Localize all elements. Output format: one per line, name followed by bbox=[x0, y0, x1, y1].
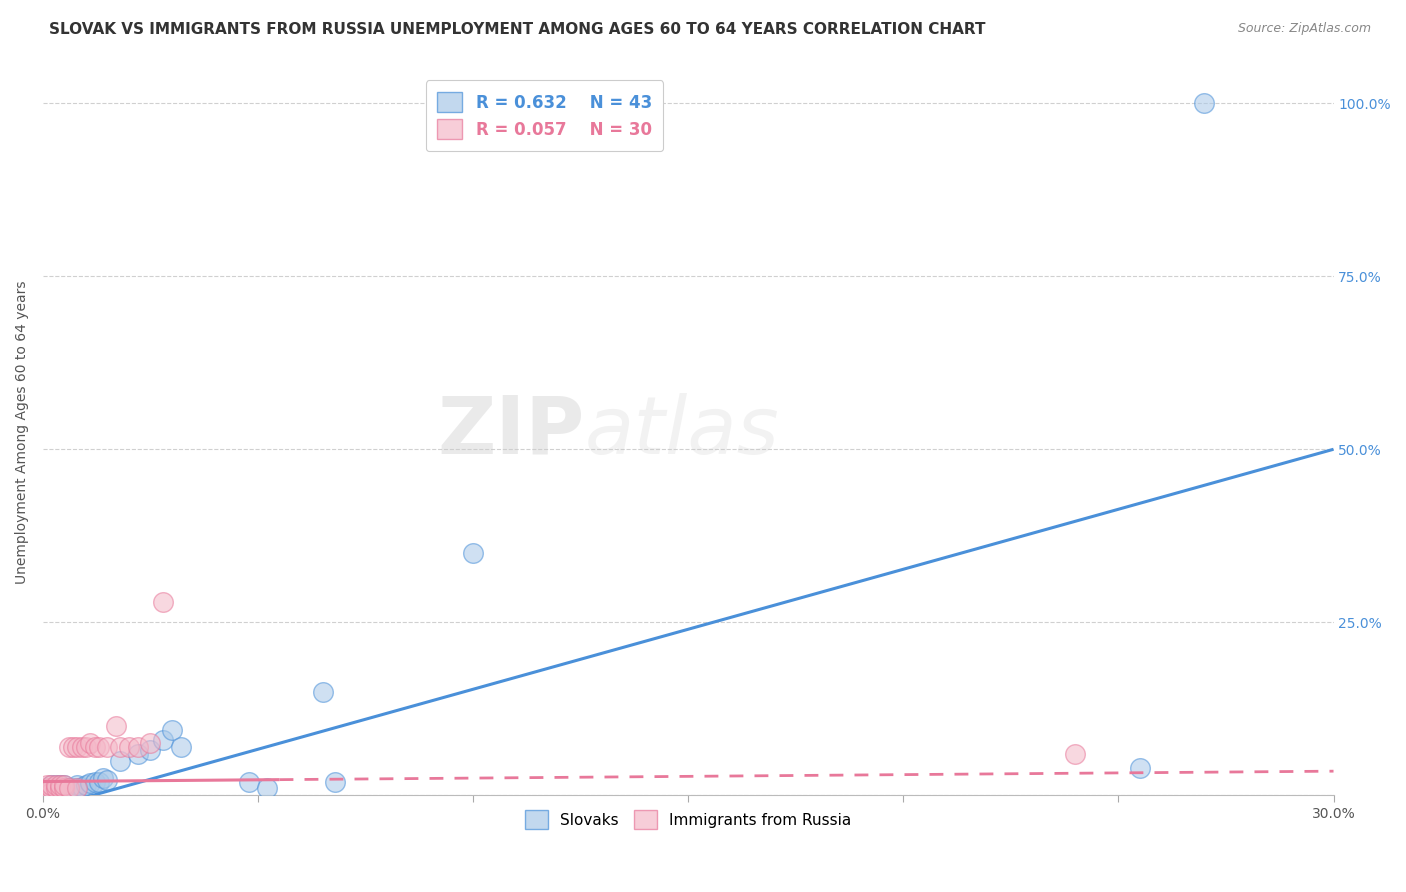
Point bbox=[45, 781, 67, 796]
Y-axis label: Unemployment Among Ages 60 to 64 years: Unemployment Among Ages 60 to 64 years bbox=[15, 280, 30, 583]
Point bbox=[160, 723, 183, 737]
Point bbox=[45, 778, 67, 792]
Point bbox=[37, 778, 59, 792]
Point bbox=[152, 733, 174, 747]
Text: ZIP: ZIP bbox=[437, 393, 585, 471]
Point bbox=[49, 778, 72, 792]
Point bbox=[45, 785, 67, 799]
Point bbox=[62, 785, 84, 799]
Point bbox=[58, 781, 80, 796]
Point bbox=[325, 774, 347, 789]
Point bbox=[41, 781, 63, 796]
Point bbox=[41, 778, 63, 792]
Point bbox=[45, 780, 67, 794]
Point bbox=[256, 781, 278, 796]
Point bbox=[127, 739, 149, 754]
Text: Source: ZipAtlas.com: Source: ZipAtlas.com bbox=[1237, 22, 1371, 36]
Point bbox=[79, 736, 101, 750]
Point bbox=[66, 781, 89, 796]
Point bbox=[53, 781, 76, 796]
Point bbox=[70, 780, 93, 794]
Point bbox=[461, 546, 484, 560]
Point bbox=[87, 739, 110, 754]
Point bbox=[37, 781, 59, 796]
Point bbox=[79, 776, 101, 790]
Point bbox=[37, 785, 59, 799]
Point bbox=[49, 778, 72, 792]
Point bbox=[62, 781, 84, 796]
Point bbox=[62, 739, 84, 754]
Point bbox=[37, 782, 59, 797]
Point bbox=[83, 739, 105, 754]
Point bbox=[110, 754, 132, 768]
Legend: Slovaks, Immigrants from Russia: Slovaks, Immigrants from Russia bbox=[519, 805, 858, 835]
Point bbox=[1064, 747, 1087, 761]
Point bbox=[37, 781, 59, 796]
Point bbox=[105, 719, 128, 733]
Point bbox=[41, 785, 63, 799]
Point bbox=[1129, 761, 1152, 775]
Point bbox=[139, 736, 162, 750]
Point bbox=[70, 739, 93, 754]
Point bbox=[45, 778, 67, 792]
Point bbox=[139, 743, 162, 757]
Point bbox=[49, 781, 72, 796]
Point bbox=[45, 782, 67, 797]
Point bbox=[58, 739, 80, 754]
Point bbox=[238, 774, 260, 789]
Point bbox=[53, 781, 76, 796]
Point bbox=[49, 785, 72, 799]
Point bbox=[169, 739, 191, 754]
Point bbox=[53, 778, 76, 792]
Text: atlas: atlas bbox=[585, 393, 780, 471]
Point bbox=[118, 739, 141, 754]
Point bbox=[83, 774, 105, 789]
Point bbox=[49, 781, 72, 796]
Point bbox=[53, 785, 76, 799]
Point bbox=[41, 782, 63, 797]
Point bbox=[58, 785, 80, 799]
Point bbox=[96, 739, 118, 754]
Point bbox=[1194, 96, 1216, 111]
Point bbox=[41, 781, 63, 796]
Point bbox=[311, 684, 333, 698]
Point bbox=[66, 739, 89, 754]
Point bbox=[96, 773, 118, 788]
Point bbox=[41, 778, 63, 792]
Point bbox=[66, 778, 89, 792]
Point bbox=[110, 739, 132, 754]
Point bbox=[41, 785, 63, 799]
Point bbox=[37, 785, 59, 799]
Point bbox=[152, 594, 174, 608]
Point bbox=[127, 747, 149, 761]
Point bbox=[53, 778, 76, 792]
Text: SLOVAK VS IMMIGRANTS FROM RUSSIA UNEMPLOYMENT AMONG AGES 60 TO 64 YEARS CORRELAT: SLOVAK VS IMMIGRANTS FROM RUSSIA UNEMPLO… bbox=[49, 22, 986, 37]
Point bbox=[75, 739, 97, 754]
Point bbox=[91, 771, 114, 785]
Point bbox=[87, 774, 110, 789]
Point bbox=[75, 778, 97, 792]
Point bbox=[58, 781, 80, 796]
Point bbox=[66, 781, 89, 796]
